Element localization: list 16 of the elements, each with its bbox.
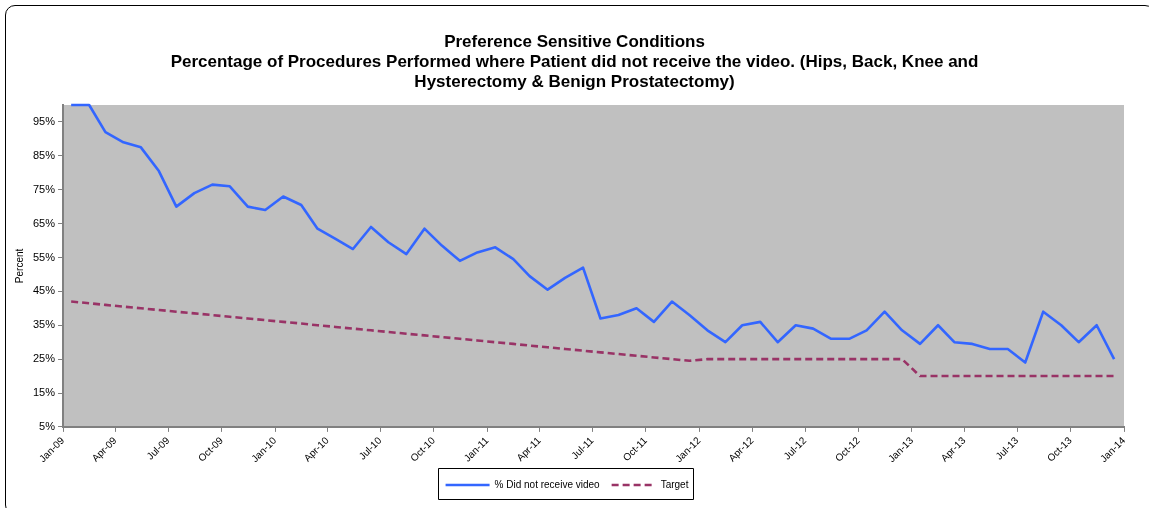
legend-label: Target — [660, 478, 689, 490]
legend-label: % Did not receive video — [494, 478, 601, 490]
y-tick-label: 35% — [32, 318, 56, 331]
line-series — [69, 300, 1116, 378]
y-tick-label: 85% — [32, 148, 56, 161]
y-tick-label: 45% — [32, 284, 56, 297]
y-tick-label: 25% — [32, 352, 56, 365]
chart-title: Preference Sensitive Conditions — [443, 32, 706, 52]
y-tick-label: 5% — [39, 419, 56, 432]
y-tick-label: 65% — [32, 216, 56, 229]
y-tick-label: 75% — [32, 182, 56, 195]
y-tick-label: 15% — [32, 386, 56, 399]
chart-subtitle: Percentage of Procedures Performed where Patient did not receive the video. (Hips, Back, Knee and Hysterectomy & Benign Prostatectomy) — [169, 52, 980, 92]
y-tick-label: 95% — [32, 114, 56, 127]
y-axis-title: Percent — [13, 248, 25, 284]
y-tick-label: 55% — [32, 250, 56, 263]
